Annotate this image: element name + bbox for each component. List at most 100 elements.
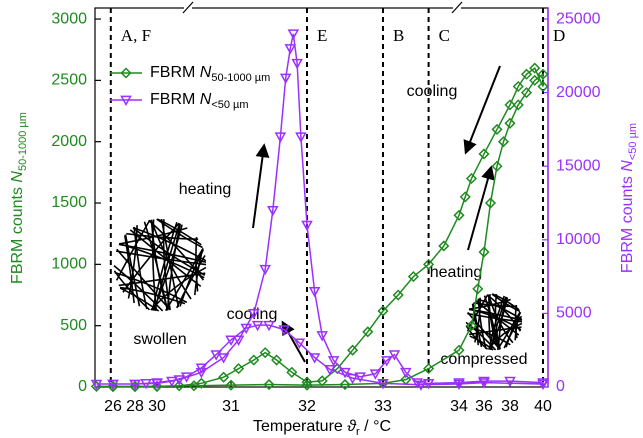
data-point (529, 62, 541, 74)
data-point (504, 376, 516, 388)
data-point (308, 353, 321, 364)
data-point (151, 378, 163, 390)
data-point (339, 378, 351, 391)
region-label: C (439, 26, 450, 45)
x-tick-label: 40 (534, 398, 552, 415)
x-tick-label: 34 (450, 398, 468, 415)
network-strand (486, 294, 522, 332)
data-point (271, 354, 283, 366)
data-point (346, 373, 359, 385)
data-point (295, 132, 307, 143)
data-point (279, 73, 292, 84)
legend-label: FBRM N50-1000 µm (150, 64, 270, 84)
network-strand (118, 243, 207, 263)
network-strand (150, 266, 207, 311)
network-strand (494, 294, 501, 350)
arrows (252, 65, 501, 363)
data-point (377, 305, 389, 317)
data-point (512, 99, 524, 111)
network-strand (179, 249, 205, 307)
annotation: compressed (440, 351, 527, 368)
data-point (478, 246, 490, 258)
region-label: D (553, 26, 565, 45)
y2-tick-label: 20000 (556, 84, 601, 101)
data-point (248, 354, 260, 366)
data-point (459, 191, 471, 203)
data-point (259, 347, 271, 359)
data-point (195, 377, 207, 389)
network-strand (123, 235, 135, 304)
data-point (263, 378, 275, 391)
y2-tick-label: 25000 (556, 10, 601, 27)
data-point (166, 376, 178, 388)
data-point (90, 380, 103, 392)
data-point (453, 344, 465, 356)
data-point (537, 80, 549, 93)
network-strand (466, 294, 489, 332)
data-point (339, 367, 351, 379)
y-tick-label: 3000 (51, 10, 87, 27)
region-label: A, F (121, 26, 151, 45)
data-point (465, 320, 478, 332)
data-point (327, 356, 340, 367)
y-tick-label: 1000 (51, 256, 87, 273)
data-point (107, 379, 119, 391)
annotation: cooling (407, 83, 458, 100)
x-tick-label: 33 (374, 398, 392, 415)
data-point (362, 326, 374, 338)
network-strand (471, 303, 480, 346)
network-strand (113, 265, 164, 312)
data-point (195, 363, 208, 374)
data-point (308, 286, 321, 298)
annotation: heating (179, 181, 232, 198)
network-strand (487, 322, 523, 350)
data-point (195, 367, 208, 379)
legend-name-var: N (200, 91, 212, 108)
network-strand (505, 312, 522, 348)
data-point (422, 378, 435, 390)
data-point (478, 378, 490, 389)
data-point (173, 375, 185, 386)
data-point (478, 148, 490, 160)
network-strand (148, 219, 205, 281)
data-point (484, 197, 497, 209)
data-point (301, 376, 313, 388)
x-tick-label: 31 (222, 398, 240, 415)
data-point (520, 68, 533, 80)
data-point (491, 123, 503, 135)
data-point (400, 367, 412, 379)
data-point (423, 363, 435, 375)
annotation: swollen (133, 331, 186, 348)
network-strand (114, 271, 188, 304)
y-tick-label: 2500 (51, 72, 87, 89)
data-point (291, 58, 303, 70)
network-strand (129, 229, 202, 288)
data-point (284, 44, 297, 55)
region-label: E (317, 26, 327, 45)
network-strand (116, 248, 171, 311)
y2-tick-label: 5000 (556, 305, 592, 322)
data-point (453, 209, 465, 221)
data-point (415, 380, 427, 391)
x-tick-label: 38 (501, 398, 519, 415)
data-point (225, 379, 237, 391)
legend-marker (120, 67, 132, 79)
data-point (324, 364, 336, 376)
network-strand (156, 218, 203, 249)
x-tick-label: 32 (298, 398, 316, 415)
network-strand (477, 298, 487, 350)
data-point (377, 378, 389, 390)
data-point (210, 350, 222, 361)
data-point (129, 379, 141, 391)
data-point (301, 220, 313, 232)
data-point (497, 136, 510, 148)
data-point (225, 335, 237, 346)
legend-marker (120, 95, 132, 107)
legend-name: FBRM (150, 91, 200, 108)
legend-label: FBRM N<50 µm (150, 91, 249, 111)
data-point (90, 379, 103, 391)
data-point (392, 289, 404, 301)
data-point (504, 99, 516, 111)
network-strand (488, 295, 506, 350)
